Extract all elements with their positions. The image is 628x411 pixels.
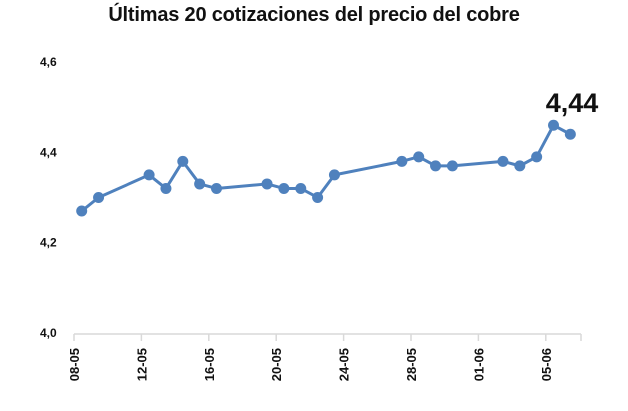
data-point-marker <box>295 182 307 194</box>
y-tick-label: 4,6 <box>40 55 57 69</box>
data-point-marker <box>177 155 189 167</box>
x-tick-label: 16-05 <box>202 348 217 381</box>
series-line <box>80 123 572 213</box>
data-point-marker <box>76 205 88 217</box>
x-tick-label: 01-06 <box>471 348 486 381</box>
data-point-marker <box>548 119 559 131</box>
data-point-marker <box>194 178 206 190</box>
data-point-marker <box>514 160 526 172</box>
data-point-marker <box>430 160 442 172</box>
y-tick-label: 4,4 <box>40 145 57 159</box>
data-point-marker <box>413 151 425 163</box>
series-markers <box>76 119 576 217</box>
data-point-marker <box>278 182 290 194</box>
data-point-marker <box>497 155 509 167</box>
data-point-marker <box>446 160 458 172</box>
y-tick-label: 4,2 <box>40 236 57 250</box>
x-tick-label: 28-05 <box>404 348 419 381</box>
chart-title: Últimas 20 cotizaciones del precio del c… <box>108 4 520 26</box>
data-point-marker <box>328 169 340 181</box>
x-tick-label: 12-05 <box>134 348 149 381</box>
x-tick-label: 08-05 <box>67 348 82 381</box>
x-tick-label: 05-06 <box>539 348 554 381</box>
data-point-marker <box>93 191 105 203</box>
data-point-marker <box>261 178 273 190</box>
data-point-marker <box>396 155 408 167</box>
data-point-marker <box>211 182 222 194</box>
last-value-annotation: 4,44 <box>546 88 599 118</box>
y-axis: 4,0 4,2 4,4 4,6 <box>40 55 57 340</box>
x-axis: 08-05 12-05 16-05 20-05 24-05 28-05 01-06 05-06 <box>67 333 582 381</box>
y-tick-label: 4,0 <box>40 326 57 340</box>
data-point-marker <box>312 191 324 203</box>
data-point-marker <box>564 128 576 140</box>
data-point-marker <box>143 169 155 181</box>
x-tick-label: 20-05 <box>269 348 284 381</box>
x-tick-label: 24-05 <box>337 348 352 381</box>
data-point-marker <box>160 182 172 194</box>
data-point-marker <box>531 151 543 163</box>
